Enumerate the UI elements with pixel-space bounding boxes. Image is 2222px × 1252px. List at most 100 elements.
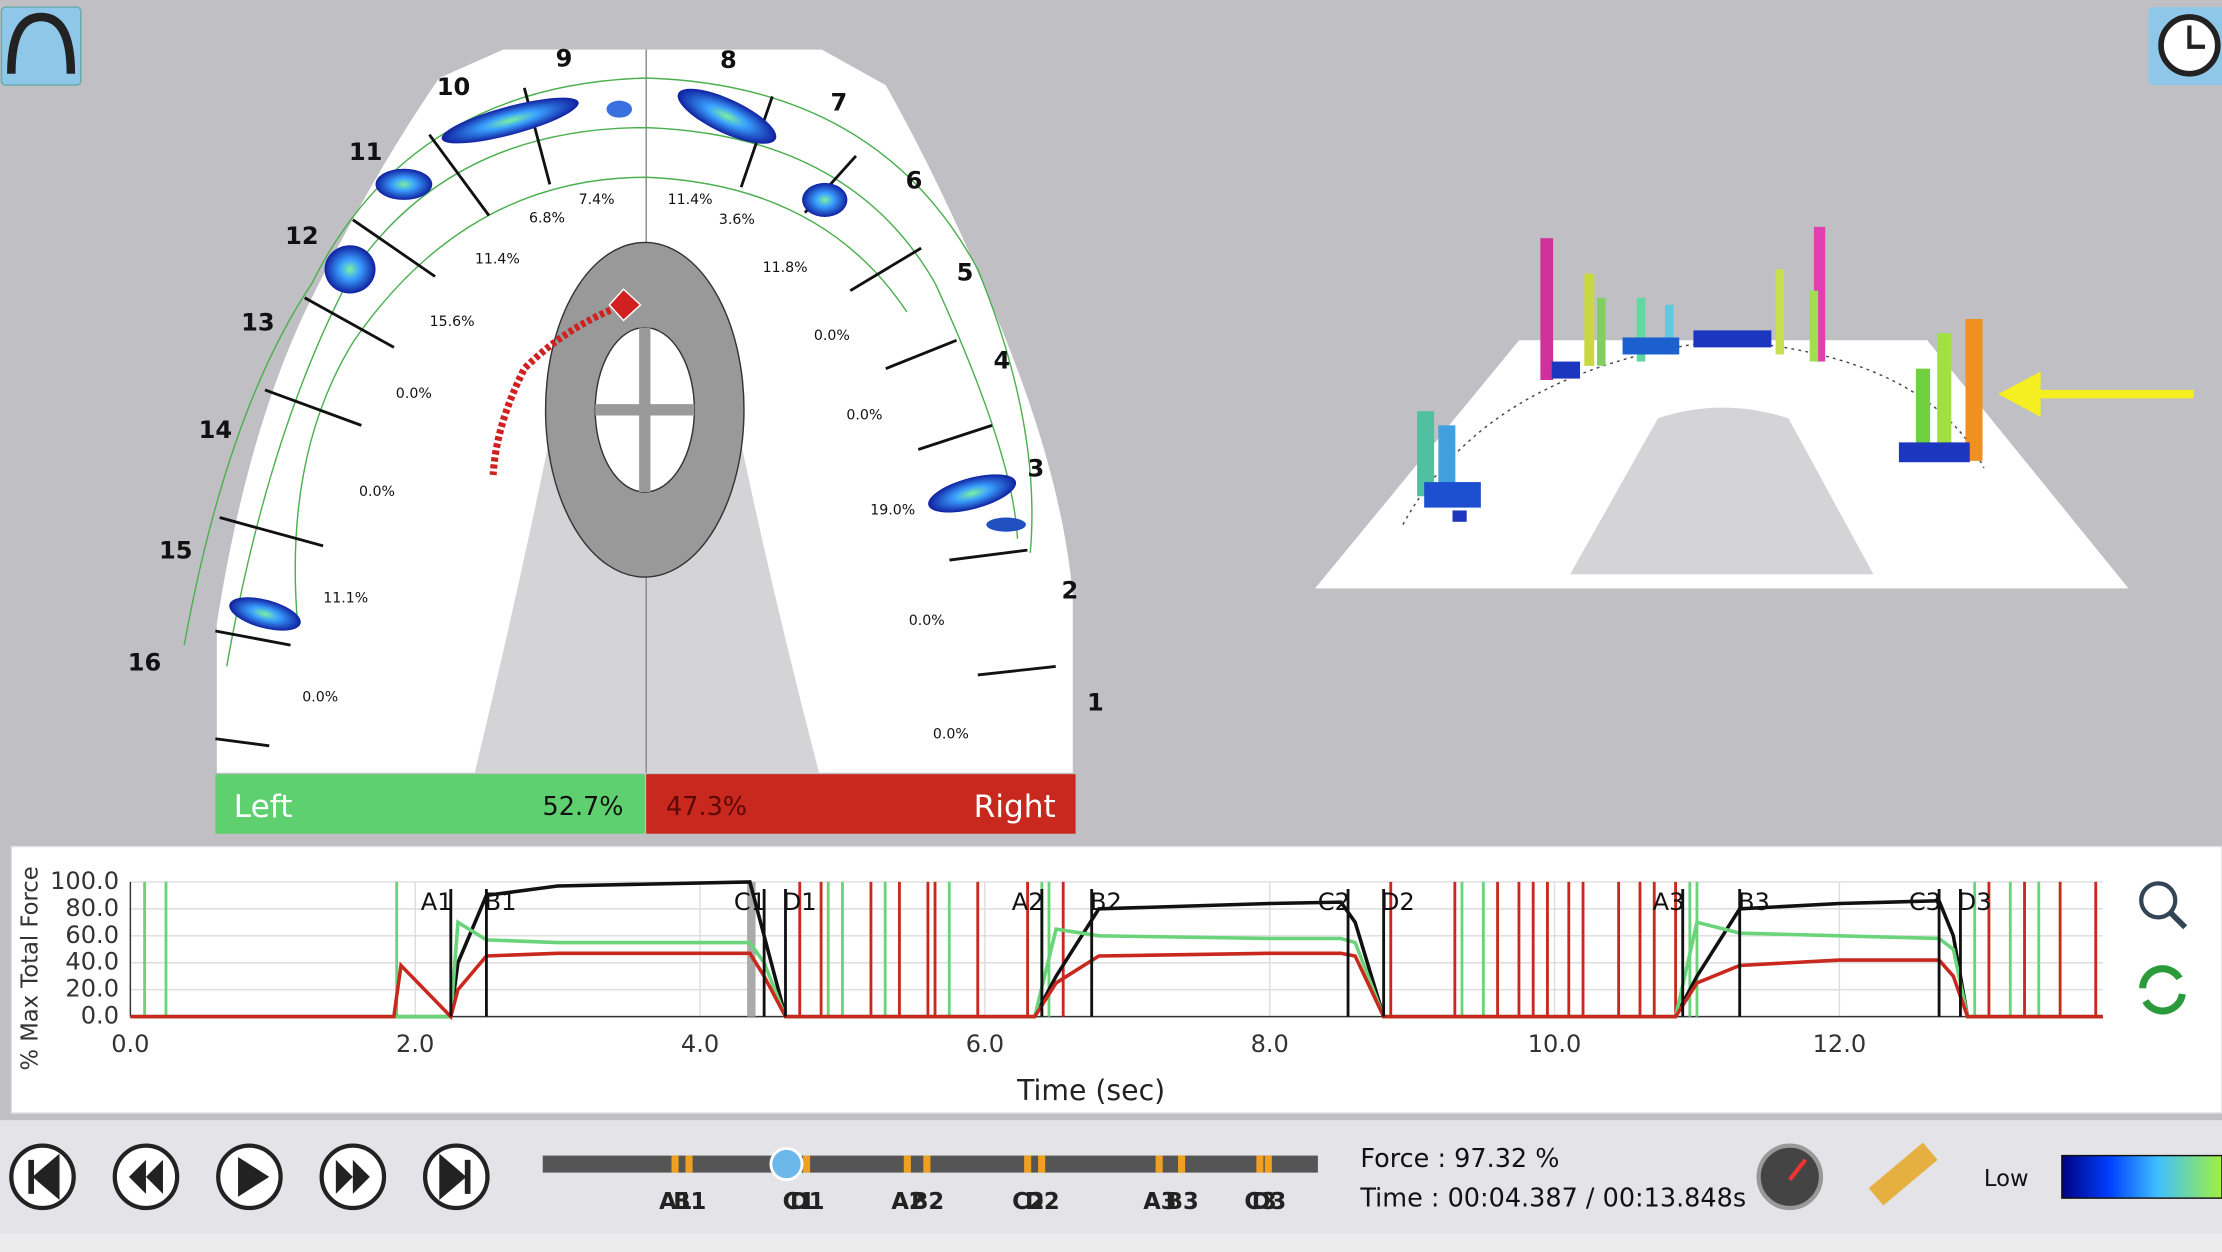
y-tick-label: 0.0 — [81, 1002, 119, 1030]
timeline-event — [1038, 1155, 1046, 1173]
history-button[interactable] — [2148, 7, 2222, 86]
tooth-number: 6 — [906, 166, 923, 194]
x-tick-label: 6.0 — [966, 1030, 1004, 1058]
series-line — [130, 919, 2103, 1019]
timeline-label: B3 — [1166, 1189, 1199, 1215]
arch-curve — [294, 176, 908, 624]
tooth-percentage: 11.4% — [475, 251, 520, 267]
tooth-percentage: 11.8% — [763, 260, 808, 276]
y-tick-label: 20.0 — [65, 975, 119, 1003]
timeline-event — [1264, 1155, 1272, 1173]
series-line — [130, 951, 2103, 1021]
timeline-label: A3 — [1143, 1189, 1176, 1215]
zoom-icon[interactable] — [2139, 881, 2178, 920]
event-label: D2 — [1381, 888, 1415, 916]
tooth-number: 14 — [199, 416, 233, 444]
playback-controls[interactable] — [9, 1143, 490, 1211]
reset-button[interactable] — [2139, 965, 2186, 1015]
tooth-number: 2 — [1062, 576, 1079, 604]
tooth-percentage: 0.0% — [909, 613, 945, 629]
event-label: D1 — [783, 888, 817, 916]
clock-hands — [2187, 25, 2205, 49]
playhead — [747, 881, 756, 1017]
arrow — [1998, 371, 2194, 417]
timeline-event — [923, 1155, 931, 1173]
timeline-label: B1 — [673, 1189, 706, 1215]
arch-diagram: Left 52.7% 47.3% Right — [183, 49, 1076, 834]
arch-icon — [7, 12, 76, 74]
zoom-handle — [2168, 911, 2188, 930]
event-label: B2 — [1090, 888, 1122, 916]
right-balance-bar — [646, 774, 1076, 834]
x-axis-label: Time (sec) — [1016, 1074, 1165, 1107]
ruler-button[interactable] — [1868, 1142, 1938, 1206]
tooth-number: 3 — [1028, 454, 1045, 482]
first-button[interactable] — [9, 1143, 76, 1211]
scrollbar[interactable] — [0, 1233, 2222, 1252]
play-button[interactable] — [216, 1143, 283, 1211]
zoom-button[interactable] — [2139, 881, 2188, 930]
tooth-percentage: 3.6% — [719, 212, 755, 228]
3d-palate — [1570, 407, 1874, 575]
event-label: C1 — [734, 888, 766, 916]
tooth-percentage: 19.0% — [870, 502, 915, 518]
forward-button[interactable] — [319, 1143, 387, 1211]
tooth-percentage: 0.0% — [396, 386, 432, 402]
timeline-label: A1 — [659, 1189, 692, 1215]
timeline-label: C1 — [783, 1189, 815, 1215]
event-label: A1 — [421, 888, 453, 916]
timeline-event — [1178, 1155, 1186, 1173]
y-tick-label: 40.0 — [65, 948, 119, 976]
timeline-event — [671, 1155, 679, 1173]
arch-view-button[interactable] — [0, 6, 82, 86]
x-tick-label: 2.0 — [396, 1030, 434, 1058]
left-value: 52.7% — [543, 792, 624, 822]
event-label: A2 — [1012, 888, 1044, 916]
gauge-button[interactable] — [1756, 1143, 1824, 1211]
3d-bars — [1417, 226, 1983, 522]
tooth-percentage: 0.0% — [814, 328, 850, 344]
tooth-percentage: 0.0% — [302, 690, 338, 706]
right-label: Right — [974, 789, 1056, 825]
timeline-label: A2 — [891, 1189, 924, 1215]
timeline-event — [903, 1155, 911, 1173]
y-tick-label: 80.0 — [65, 894, 119, 922]
tooth-percentage: 0.0% — [933, 726, 969, 742]
refresh-icon[interactable] — [2139, 965, 2186, 1015]
event-label: B3 — [1738, 888, 1770, 916]
tooth-number: 13 — [241, 308, 275, 336]
event-label: D3 — [1958, 888, 1992, 916]
tooth-number: 7 — [831, 89, 848, 117]
last-button[interactable] — [423, 1143, 490, 1211]
tooth-number: 16 — [128, 649, 162, 677]
x-tick-label: 10.0 — [1528, 1030, 1582, 1058]
left-balance-bar — [215, 774, 645, 834]
tooth-number: 9 — [556, 45, 573, 73]
tooth-number: 4 — [994, 347, 1011, 375]
event-label: C3 — [1909, 888, 1941, 916]
tooth-number: 10 — [437, 73, 471, 101]
timeline-label: C2 — [1012, 1189, 1044, 1215]
rewind-button[interactable] — [112, 1143, 180, 1211]
tooth-dividers — [215, 87, 1056, 748]
tooth-percentage: 0.0% — [359, 484, 395, 500]
timeline-event — [1024, 1155, 1032, 1173]
arch-labels: 123456789101112131415160.0%0.0%19.0%0.0%… — [128, 45, 1104, 743]
event-label: A3 — [1653, 888, 1685, 916]
color-legend-label: Low — [1984, 1166, 2029, 1192]
x-tick-label: 0.0 — [111, 1030, 149, 1058]
timeline-knob[interactable] — [769, 1147, 804, 1182]
x-tick-label: 8.0 — [1251, 1030, 1289, 1058]
timeline-label: C3 — [1244, 1189, 1276, 1215]
tooth-percentage: 0.0% — [846, 407, 882, 423]
tooth-percentage: 11.4% — [668, 192, 713, 208]
color-legend — [2061, 1154, 2222, 1199]
x-tick-label: 12.0 — [1813, 1030, 1867, 1058]
3d-force-view — [1315, 226, 2194, 589]
timeline-event — [1256, 1155, 1264, 1173]
force-trajectory — [489, 301, 625, 476]
force-centroid — [608, 288, 642, 322]
arch-curve — [183, 77, 1033, 646]
